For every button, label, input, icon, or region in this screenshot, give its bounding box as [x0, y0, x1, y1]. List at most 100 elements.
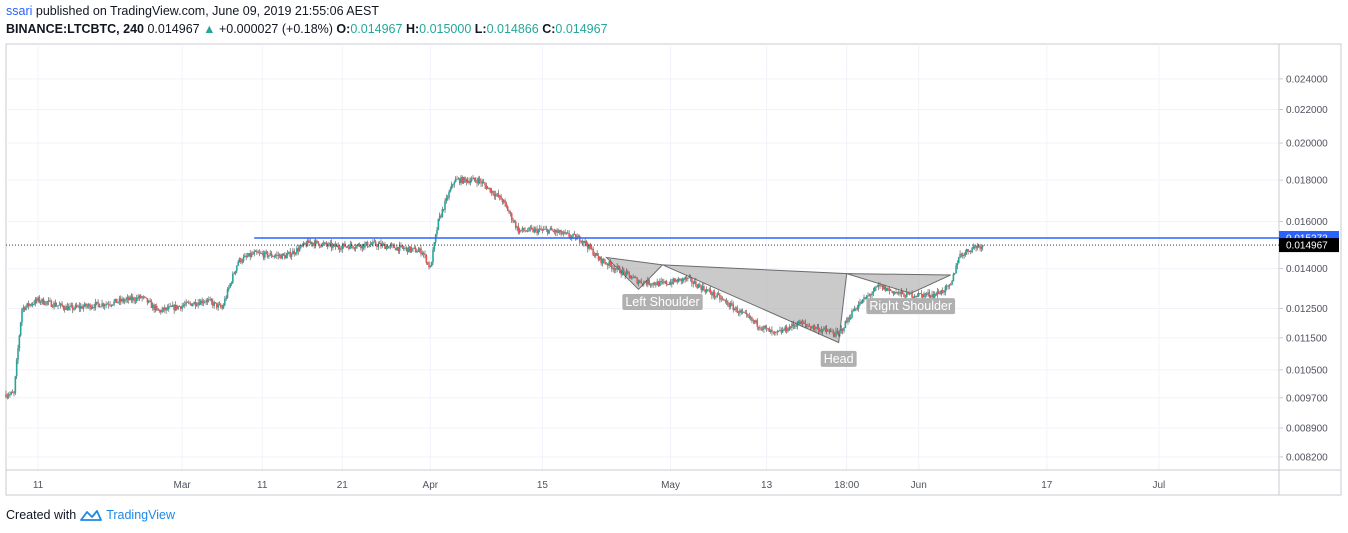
candle-body — [508, 211, 510, 213]
candle-body — [494, 194, 497, 197]
candle-body — [405, 247, 408, 249]
open-value: 0.014967 — [350, 22, 403, 36]
tradingview-link[interactable]: TradingView — [106, 508, 175, 522]
candle-body — [477, 178, 480, 184]
candle-body — [541, 229, 544, 231]
candle-body — [154, 306, 157, 311]
pattern-label-bg — [820, 350, 857, 367]
candle-body — [936, 291, 939, 296]
candle-body — [864, 297, 867, 299]
candle-body — [572, 234, 574, 236]
candle-body — [885, 287, 888, 292]
candle-body — [328, 243, 330, 246]
candle-body — [960, 253, 963, 255]
candle-body — [792, 323, 795, 326]
price-tick-label: 0.014000 — [1286, 264, 1328, 275]
candle-body — [537, 229, 540, 234]
price-tick-label: 0.016000 — [1286, 217, 1328, 228]
candle-body — [297, 248, 300, 252]
candle-body — [673, 278, 676, 282]
candle-body — [262, 253, 265, 258]
candle-body — [468, 180, 470, 184]
candle-body — [612, 268, 614, 270]
candle-body — [462, 177, 465, 184]
time-axis[interactable]: 11 Mar 11 21 Apr 15 May 13 18:00 Jun 17 Jul — [33, 480, 1165, 491]
candle-body — [911, 292, 913, 298]
candle-body — [496, 193, 498, 195]
candle-body — [787, 330, 789, 332]
candle-body — [889, 289, 892, 291]
candle-body — [777, 330, 780, 332]
candle-body — [904, 297, 907, 298]
candle-body — [901, 291, 904, 294]
candle-body — [748, 315, 751, 318]
candle-body — [340, 249, 342, 251]
candle-body — [656, 281, 658, 286]
candle-body — [449, 188, 452, 192]
candle-body — [675, 280, 677, 282]
candle-body — [121, 298, 123, 302]
candle-body — [354, 247, 357, 249]
candle-body — [908, 292, 911, 295]
candle-body — [284, 254, 286, 259]
candle-body — [357, 243, 360, 245]
candle-body — [181, 305, 183, 309]
candle-body — [977, 245, 980, 247]
publish-info: ssari published on TradingView.com, June… — [6, 4, 379, 18]
candle-body — [518, 229, 521, 233]
candle-body — [416, 251, 418, 253]
candle-body — [358, 243, 361, 247]
candle-body — [973, 246, 976, 248]
candle-body — [643, 281, 645, 285]
candle-body — [58, 304, 61, 306]
candle-body — [480, 181, 482, 184]
price-axis[interactable]: 0.008200 0.008900 0.009700 0.010500 0.011500… — [1279, 74, 1328, 463]
candle-body — [644, 281, 646, 283]
candle-body — [534, 228, 537, 230]
candle-body — [619, 267, 621, 274]
candle-body — [825, 328, 828, 331]
candle-body — [844, 320, 847, 329]
candle-body — [437, 218, 440, 230]
candle-body — [975, 246, 977, 249]
candle-body — [917, 293, 920, 297]
candle-body — [268, 255, 270, 257]
candle-body — [775, 331, 777, 333]
candle-body — [85, 303, 87, 307]
candle-body — [699, 284, 701, 287]
candle-body — [924, 293, 927, 295]
price-lines[interactable] — [6, 237, 1279, 246]
candle-body — [502, 200, 505, 202]
candle-body — [102, 303, 105, 307]
candle-body — [784, 326, 787, 331]
candle-body — [107, 303, 110, 305]
candle-body — [21, 308, 23, 323]
candle-body — [951, 280, 953, 285]
candle-body — [941, 290, 944, 293]
candle-body — [540, 228, 542, 230]
candle-body — [964, 251, 967, 256]
candle-body — [360, 246, 362, 249]
candle-body — [676, 280, 678, 283]
candle-body — [486, 187, 489, 189]
candle-body — [365, 242, 368, 244]
symbol-name: BINANCE:LTCBTC, 240 — [6, 22, 144, 36]
candle-body — [308, 240, 310, 243]
candle-body — [210, 299, 213, 302]
candle-body — [352, 246, 354, 248]
pattern-triangle[interactable] — [605, 256, 664, 291]
candle-body — [727, 302, 729, 306]
candle-body — [418, 248, 421, 251]
candle-body — [876, 286, 879, 288]
candle-body — [692, 283, 695, 284]
candle-body — [861, 299, 864, 304]
high-label: H: — [405, 22, 420, 36]
candle-body — [945, 285, 948, 287]
candle-body — [873, 287, 876, 292]
candle-body — [456, 178, 458, 180]
candle-body — [129, 296, 131, 301]
time-tick-label: 17 — [1041, 480, 1053, 491]
candle-body — [837, 332, 840, 334]
author-link[interactable]: ssari — [6, 4, 33, 18]
